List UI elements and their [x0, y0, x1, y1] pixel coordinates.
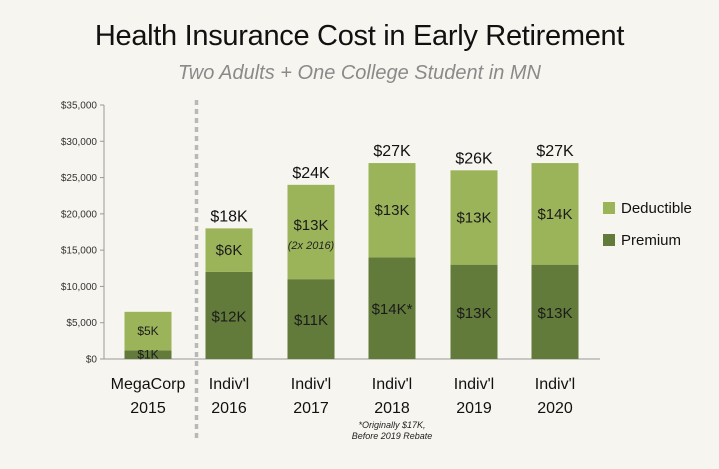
deductible-value-label: $13K — [293, 217, 328, 234]
footnote-line: *Originally $17K, — [358, 420, 425, 430]
y-tick-label: $30,000 — [61, 137, 98, 148]
legend-label-deductible: Deductible — [621, 200, 692, 217]
bar-deductible — [450, 170, 498, 265]
bar-deductible — [205, 228, 253, 272]
legend-swatch-deductible — [603, 202, 615, 214]
premium-value-label: $13K — [537, 305, 572, 322]
premium-value-label: $12K — [211, 308, 246, 325]
bar-premium — [368, 257, 416, 359]
total-value-label: $26K — [455, 150, 493, 167]
category-label: Indiv'l — [372, 376, 412, 393]
category-label: Indiv'l — [454, 376, 494, 393]
chart-subtitle: Two Adults + One College Student in MN — [178, 62, 541, 84]
category-label: MegaCorp — [111, 376, 186, 393]
legend-label-premium: Premium — [621, 232, 681, 249]
chart-title: Health Insurance Cost in Early Retiremen… — [94, 20, 625, 52]
deductible-value-label: $14K — [537, 206, 572, 223]
y-tick-label: $10,000 — [61, 282, 98, 293]
deductible-value-label: $13K — [374, 202, 409, 219]
y-tick-label: $0 — [86, 355, 98, 366]
category-year-label: 2018 — [374, 400, 410, 417]
total-value-label: $27K — [536, 143, 574, 160]
bar-premium — [450, 264, 498, 359]
premium-value-label: $11K — [294, 312, 328, 329]
y-tick-label: $5,000 — [66, 318, 97, 329]
y-tick-label: $35,000 — [61, 101, 98, 112]
category-year-label: 2017 — [293, 400, 329, 417]
footnote-line: Before 2019 Rebate — [352, 431, 433, 441]
bar-premium — [205, 271, 253, 359]
premium-value-label: $1K — [137, 348, 158, 362]
total-value-label: $27K — [373, 143, 411, 160]
category-label: Indiv'l — [209, 376, 249, 393]
bar-annotation: (2x 2016) — [288, 240, 335, 252]
deductible-value-label: $6K — [216, 242, 243, 259]
bar-premium — [124, 350, 172, 359]
bar-premium — [287, 279, 335, 359]
total-value-label: $18K — [210, 208, 248, 225]
category-year-label: 2016 — [211, 400, 247, 417]
category-year-label: 2015 — [130, 400, 166, 417]
deductible-value-label: $13K — [456, 209, 491, 226]
bar-deductible — [368, 163, 416, 258]
deductible-value-label: $5K — [137, 324, 158, 338]
legend-swatch-premium — [603, 234, 615, 246]
bar-deductible — [531, 163, 579, 265]
category-label: Indiv'l — [535, 376, 575, 393]
premium-value-label: $13K — [456, 305, 491, 322]
y-tick-label: $25,000 — [61, 173, 98, 184]
bar-deductible — [124, 311, 172, 351]
y-tick-label: $15,000 — [61, 246, 98, 257]
y-tick-label: $20,000 — [61, 209, 98, 220]
bar-deductible — [287, 184, 335, 280]
category-label: Indiv'l — [291, 376, 331, 393]
premium-value-label: $14K* — [372, 301, 413, 318]
category-year-label: 2019 — [456, 400, 492, 417]
total-value-label: $24K — [292, 165, 330, 182]
category-year-label: 2020 — [537, 400, 573, 417]
bar-premium — [531, 264, 579, 359]
